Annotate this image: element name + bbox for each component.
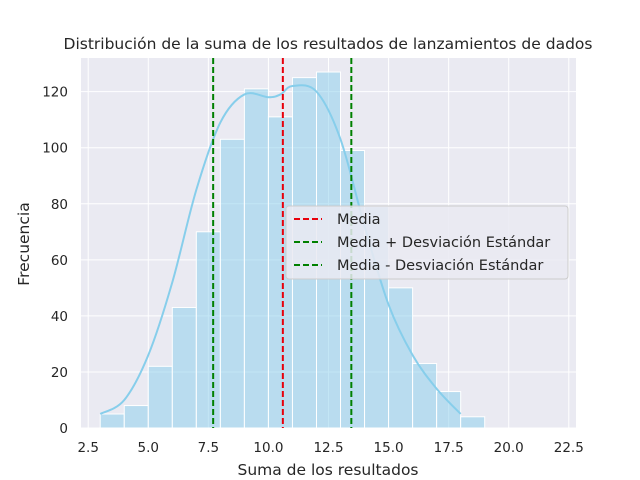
histogram-bar xyxy=(195,231,221,429)
histogram-bar xyxy=(340,150,366,429)
y-tick-label: 40 xyxy=(51,309,68,325)
histogram-bar xyxy=(99,413,125,429)
x-tick-label: 17.5 xyxy=(434,440,464,456)
y-tick-label: 0 xyxy=(59,421,68,437)
x-axis-ticks: 2.5 5.0 7.5 10.0 12.5 15.0 17.5 20.0 22.5 xyxy=(77,440,583,456)
histogram-bar xyxy=(243,88,269,429)
legend-label: Media - Desviación Estándar xyxy=(337,258,543,274)
x-tick-label: 10.0 xyxy=(253,440,283,456)
y-axis-label: Frecuencia xyxy=(15,202,33,285)
histogram-bar xyxy=(219,138,245,429)
legend-label: Media xyxy=(337,212,381,228)
x-tick-label: 22.5 xyxy=(554,440,584,456)
legend-label: Media + Desviación Estándar xyxy=(337,235,550,251)
legend: Media Media + Desviación Estándar Media - … xyxy=(285,205,569,280)
histogram-bar xyxy=(460,416,486,429)
x-tick-label: 5.0 xyxy=(138,440,159,456)
histogram-bar xyxy=(388,287,414,429)
y-tick-label: 120 xyxy=(42,85,68,101)
legend-box xyxy=(285,205,569,280)
histogram-bar xyxy=(171,306,197,429)
kde-curve xyxy=(99,84,462,415)
x-tick-label: 15.0 xyxy=(374,440,404,456)
y-axis-ticks: 0 20 40 60 80 100 120 xyxy=(42,85,68,437)
y-tick-label: 100 xyxy=(42,141,68,157)
histogram-bar xyxy=(123,405,149,429)
x-tick-label: 20.0 xyxy=(494,440,524,456)
x-tick-label: 12.5 xyxy=(313,440,343,456)
x-tick-label: 2.5 xyxy=(77,440,98,456)
x-axis-label: Suma de los resultados xyxy=(237,461,418,479)
x-tick-label: 7.5 xyxy=(198,440,219,456)
y-tick-label: 20 xyxy=(51,365,68,381)
chart-title: Distribución de la suma de los resultado… xyxy=(64,35,593,53)
y-tick-label: 60 xyxy=(51,253,68,269)
histogram-bar xyxy=(147,365,173,429)
histogram-bars xyxy=(99,71,486,429)
y-tick-label: 80 xyxy=(51,197,68,213)
